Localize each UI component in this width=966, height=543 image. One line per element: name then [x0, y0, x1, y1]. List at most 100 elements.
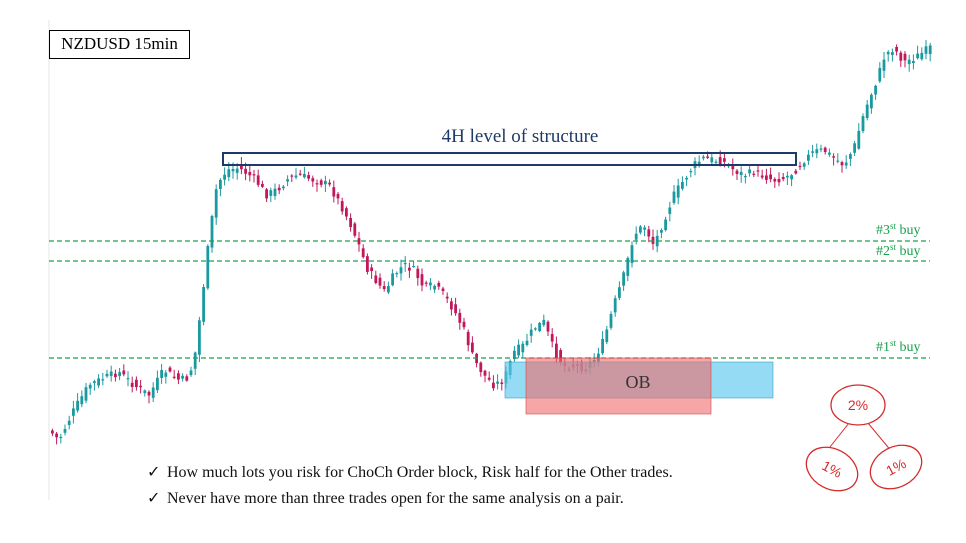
candle-body	[403, 263, 407, 265]
candle-body	[496, 381, 499, 384]
candle-body	[794, 170, 798, 174]
candle-body	[286, 179, 289, 182]
candle-body	[777, 179, 781, 183]
candle-body	[424, 282, 428, 284]
candle-body	[479, 362, 483, 373]
candle-body	[681, 182, 684, 189]
candle-body	[261, 183, 264, 187]
candle-body	[227, 169, 231, 178]
candle-body	[559, 350, 562, 363]
candle-body	[361, 248, 365, 258]
candle-body	[332, 187, 336, 197]
candle-body	[916, 53, 919, 59]
candle-body	[437, 282, 441, 287]
candle-body	[198, 320, 201, 355]
candle-body	[613, 298, 617, 313]
candle-body	[76, 400, 79, 411]
note-item: ✓ How much lots you risk for ChoCh Order …	[147, 460, 673, 486]
structure-zone-label: 4H level of structure	[442, 126, 599, 147]
candle-body	[357, 238, 361, 245]
candle-body	[382, 286, 386, 290]
candle-body	[702, 156, 705, 159]
candle-body	[899, 52, 903, 61]
buy-level-2-label: #2st buy	[876, 242, 921, 259]
risk-child-bubble-left	[805, 446, 859, 492]
candle-body	[828, 152, 831, 155]
candle-body	[93, 381, 96, 384]
candle-body	[420, 274, 424, 286]
candle-body	[601, 338, 604, 354]
candle-body	[853, 143, 856, 153]
buy-level-3: #3st buy	[49, 221, 930, 242]
candle-body	[269, 190, 273, 196]
candle-body	[88, 384, 92, 389]
candle-body	[513, 350, 516, 360]
candle-body	[798, 165, 802, 168]
candle-body	[618, 287, 621, 298]
candle-body	[328, 182, 331, 185]
candle-body	[240, 164, 243, 170]
candle-body	[861, 116, 865, 132]
candle-body	[248, 172, 252, 176]
candle-body	[277, 187, 281, 191]
candle-body	[101, 379, 105, 381]
candle-body	[445, 296, 449, 299]
candle-body	[605, 329, 609, 343]
candles	[51, 40, 932, 445]
candle-body	[181, 375, 184, 379]
candle-body	[97, 378, 100, 386]
candle-body	[542, 319, 546, 326]
candle-body	[252, 174, 256, 176]
candle-body	[265, 189, 268, 199]
risk-root-label: 2%	[848, 397, 868, 413]
risk-root-bubble	[830, 384, 886, 426]
candle-body	[374, 275, 378, 283]
note-text: How much lots you risk for ChoCh Order b…	[167, 464, 673, 481]
candle-body	[924, 46, 928, 54]
candle-body	[639, 226, 642, 233]
note-item: ✓ Never have more than three trades open …	[147, 486, 673, 512]
candle-body	[408, 267, 411, 271]
candle-body	[739, 171, 743, 175]
candle-body	[857, 130, 861, 149]
candle-body	[273, 188, 277, 196]
candle-body	[340, 201, 344, 212]
candle-body	[193, 352, 197, 369]
candle-body	[597, 353, 600, 362]
candle-body	[391, 273, 394, 286]
candle-body	[378, 277, 382, 286]
candle-body	[849, 154, 852, 159]
candle-body	[819, 148, 823, 150]
candle-body	[412, 266, 415, 268]
candle-body	[882, 59, 886, 71]
candle-body	[290, 175, 294, 177]
candle-body	[130, 382, 134, 387]
candle-body	[555, 343, 558, 358]
candle-body	[811, 151, 814, 153]
candle-body	[634, 233, 638, 240]
candle-body	[202, 287, 205, 322]
candle-body	[454, 304, 457, 314]
candle-body	[147, 391, 151, 396]
candle-body	[538, 322, 541, 332]
candle-body	[630, 245, 634, 263]
candle-body	[668, 207, 672, 214]
candle-body	[891, 52, 894, 55]
candle-body	[168, 367, 172, 372]
candle-body	[189, 370, 193, 376]
candle-body	[660, 230, 663, 233]
candle-body	[282, 186, 285, 189]
candle-body	[731, 165, 735, 170]
candle-body	[235, 168, 239, 173]
candle-body	[294, 175, 298, 178]
candle-body	[72, 408, 75, 416]
candle-body	[429, 282, 432, 286]
candle-body	[886, 51, 890, 55]
candle-body	[126, 378, 130, 380]
buy-level-2: #2st buy	[49, 242, 930, 262]
candle-body	[210, 216, 214, 248]
note-text: Never have more than three trades open f…	[167, 490, 624, 507]
candle-body	[244, 168, 247, 174]
candle-body	[353, 223, 357, 236]
